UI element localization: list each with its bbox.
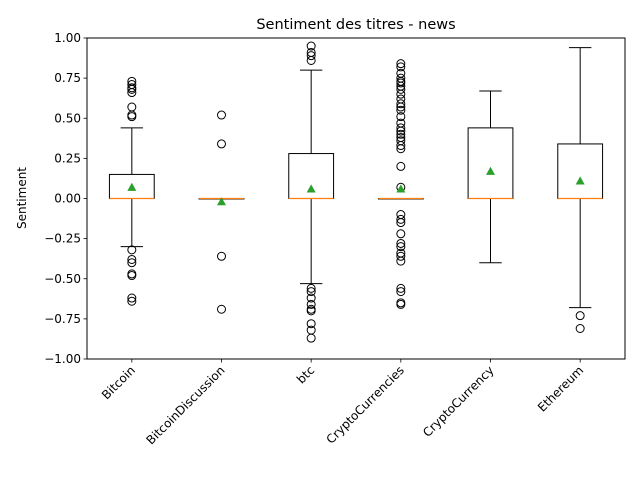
outlier-point: [306, 287, 316, 297]
outlier-point: [306, 51, 316, 61]
outlier-point: [396, 99, 406, 109]
outlier-point: [396, 89, 406, 99]
outlier-point: [127, 254, 137, 264]
outlier-point: [396, 102, 406, 112]
outlier-point: [396, 78, 406, 88]
mean-marker: [306, 184, 316, 193]
outlier-point: [396, 129, 406, 139]
outlier-point: [396, 256, 406, 266]
mean-marker: [217, 197, 226, 206]
outlier-point: [396, 112, 406, 122]
y-axis-label: Sentiment: [15, 167, 29, 229]
outlier-point: [396, 59, 406, 69]
outlier-point: [127, 293, 137, 303]
outlier-point: [396, 123, 406, 133]
outlier-point: [306, 333, 316, 343]
outlier-point: [306, 293, 316, 303]
chart-title: Sentiment des titres - news: [256, 17, 455, 33]
y-tick-label: 0.00: [54, 192, 81, 206]
outlier-point: [127, 296, 137, 306]
outlier-point: [127, 245, 137, 255]
outlier-point: [306, 319, 316, 329]
outlier-point: [217, 251, 226, 261]
y-tick-label: 1.00: [54, 31, 81, 45]
y-tick-label: −0.50: [44, 272, 81, 286]
outlier-point: [217, 139, 226, 149]
outlier-point: [396, 141, 406, 151]
outlier-point: [306, 283, 316, 293]
y-tick-label: 0.25: [54, 151, 81, 165]
outlier-point: [396, 283, 406, 293]
outlier-point: [575, 324, 585, 334]
outlier-point: [396, 299, 406, 309]
y-tick-label: −1.00: [44, 352, 81, 366]
outlier-point: [306, 41, 316, 51]
outlier-point: [396, 105, 406, 115]
outlier-point: [396, 251, 406, 261]
y-tick-label: 0.75: [54, 71, 81, 85]
outlier-point: [127, 258, 137, 268]
outlier-point: [127, 112, 137, 122]
outlier-point: [217, 304, 226, 314]
mean-marker: [575, 176, 585, 185]
outlier-point: [127, 88, 137, 98]
mean-marker: [486, 166, 495, 175]
y-tick-label: −0.25: [44, 232, 81, 246]
outlier-point: [396, 144, 406, 154]
outlier-point: [396, 218, 406, 228]
outlier-point: [396, 126, 406, 136]
outlier-point: [306, 299, 316, 309]
outlier-point: [396, 229, 406, 239]
y-tick-label: 0.50: [54, 111, 81, 125]
outlier-point: [396, 161, 406, 171]
outlier-point: [396, 214, 406, 224]
outlier-point: [217, 110, 226, 120]
outlier-point: [396, 238, 406, 248]
outlier-point: [306, 306, 316, 316]
outlier-point: [396, 287, 406, 297]
outlier-point: [306, 55, 316, 65]
plot-frame: [86, 37, 626, 360]
outlier-point: [396, 62, 406, 72]
y-tick-label: −0.75: [44, 312, 81, 326]
outlier-point: [396, 242, 406, 252]
mean-marker: [396, 184, 406, 193]
outlier-point: [396, 84, 406, 94]
outlier-point: [575, 311, 585, 321]
outlier-point: [127, 84, 137, 94]
outlier-point: [127, 271, 137, 281]
mean-marker: [127, 182, 137, 191]
